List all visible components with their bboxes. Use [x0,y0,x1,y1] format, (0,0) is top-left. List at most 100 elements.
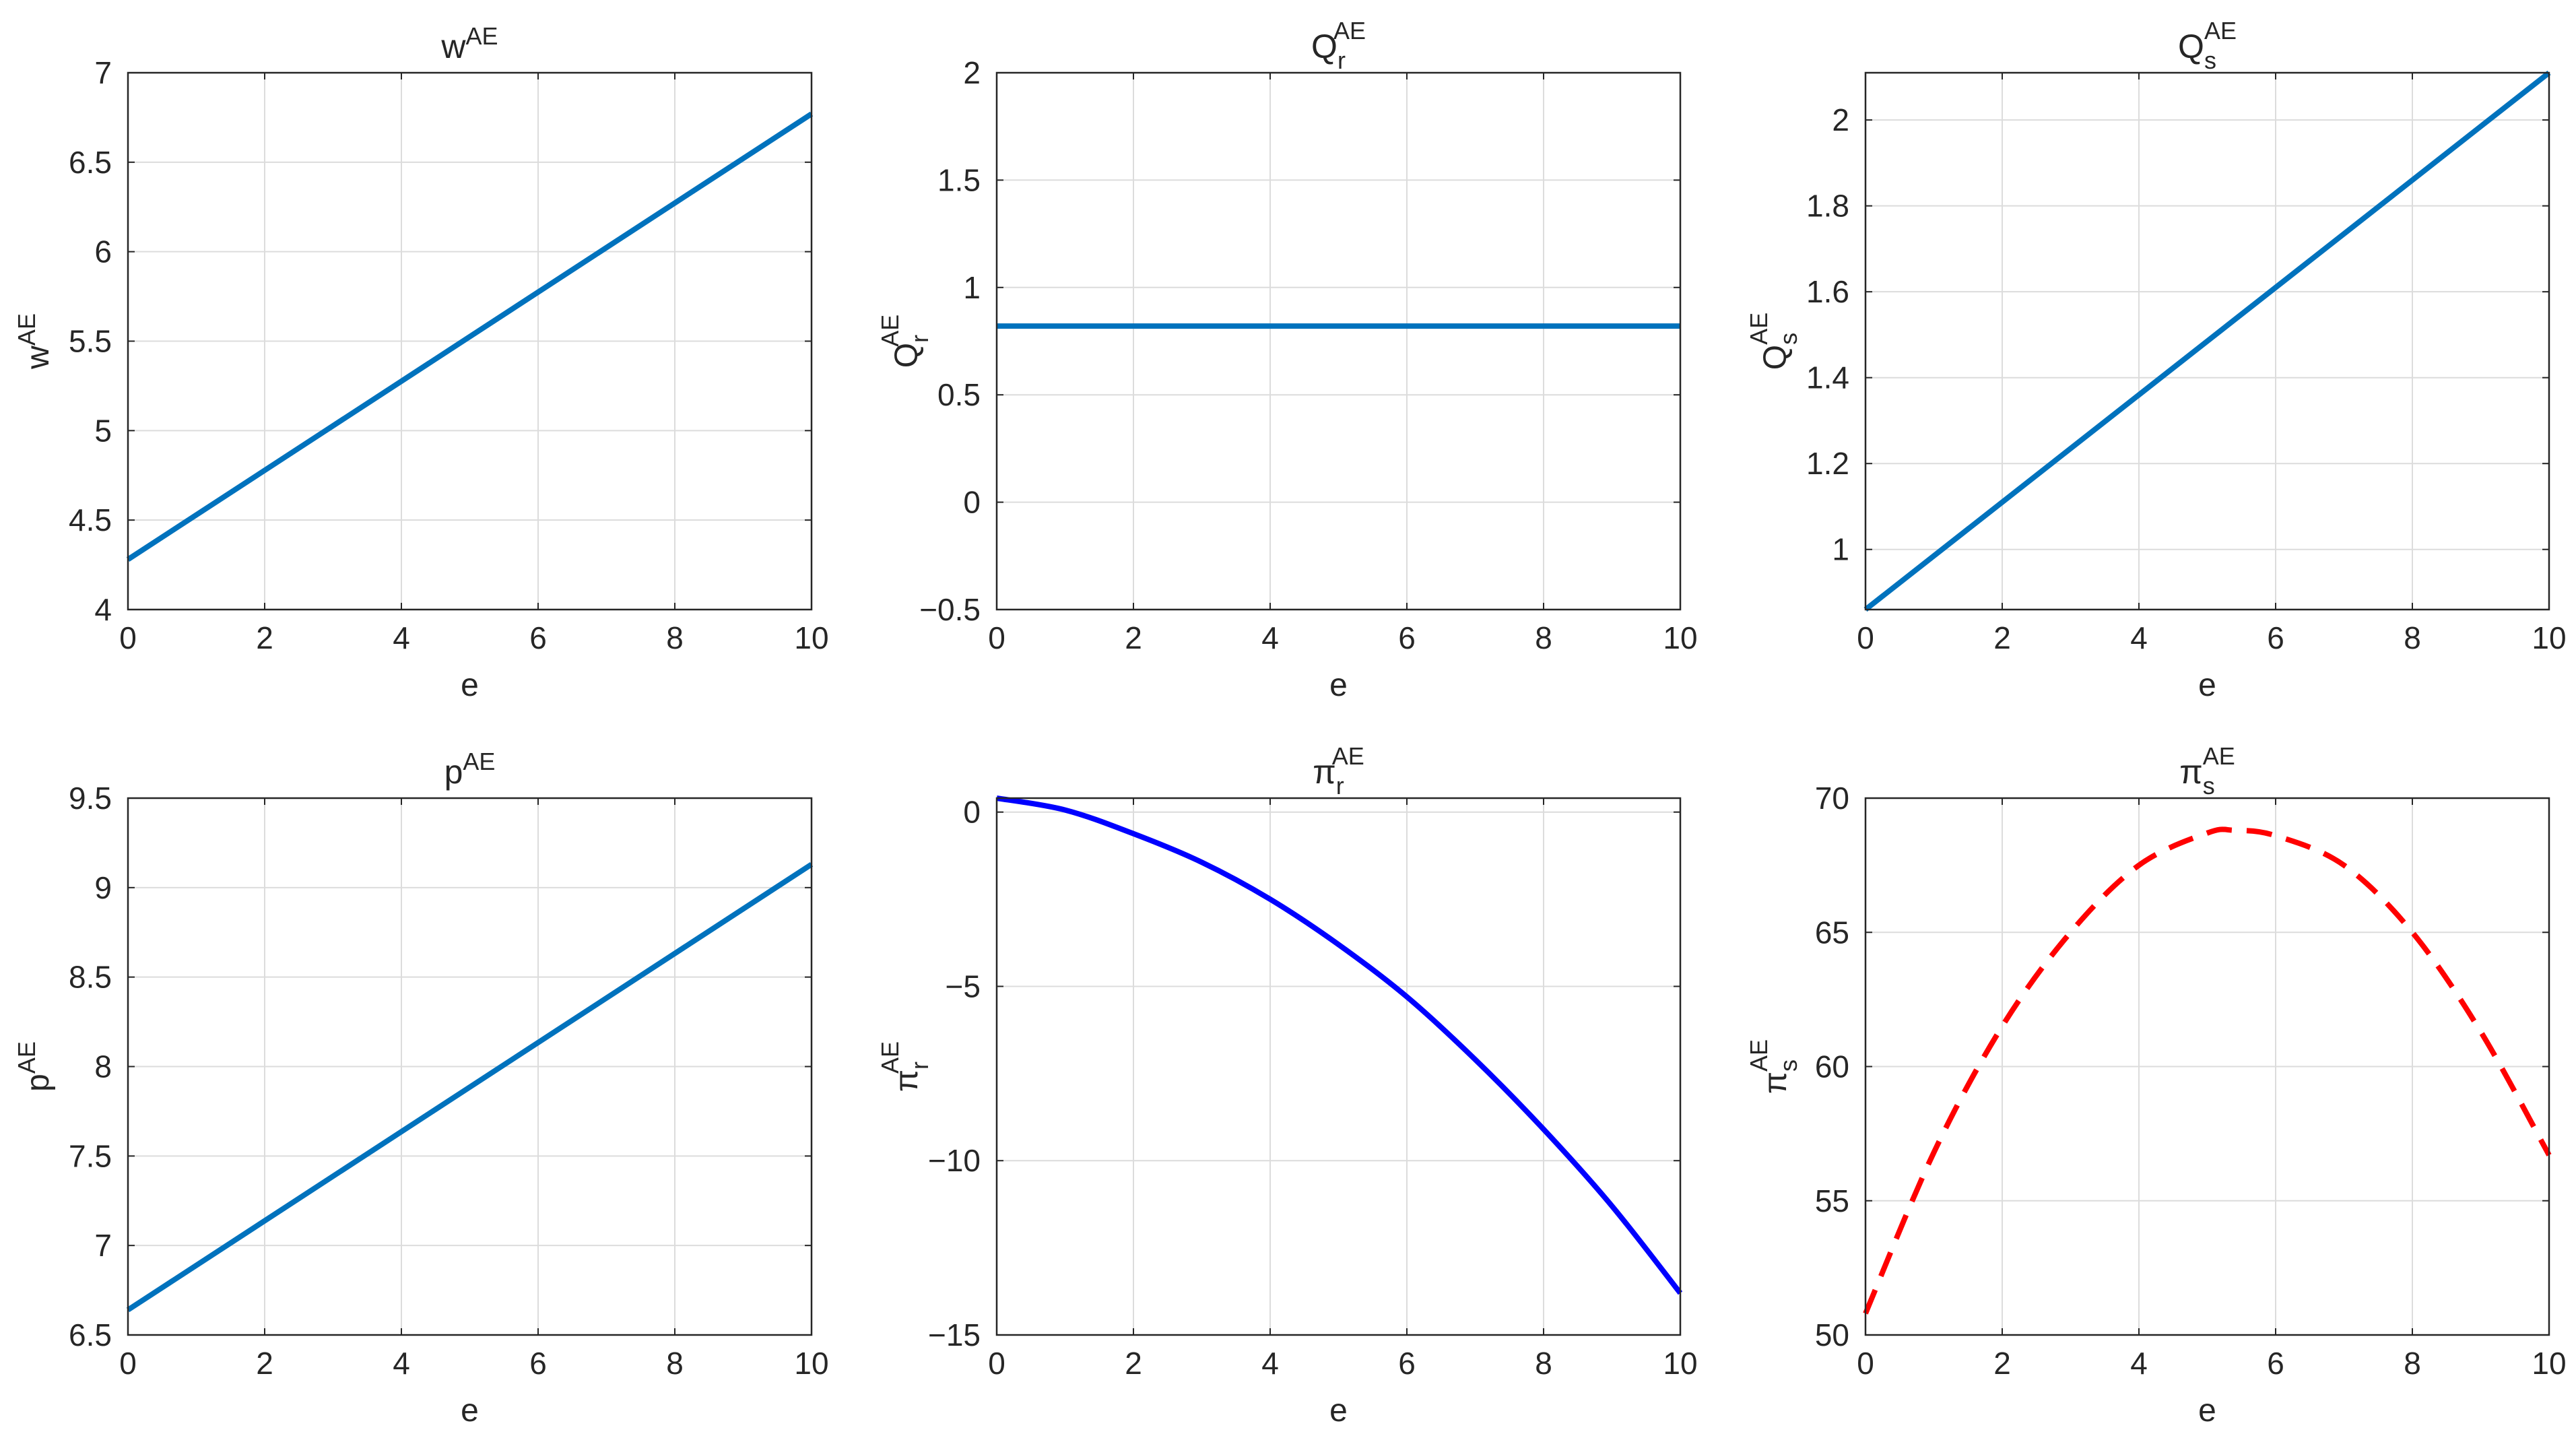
plot-title-text: QsAE [2178,17,2237,74]
plot-title-sup: AE [2203,742,2235,770]
x-axis-label: e [2198,1393,2216,1429]
series-line-1 [126,111,814,562]
x-tick-label: 2 [1125,1346,1142,1381]
x-axis-label: e [1329,667,1348,703]
y-axis-label: πsAE [1745,1039,1802,1094]
x-tick-label: 0 [119,1346,137,1381]
x-tick-label: 4 [2130,620,2148,655]
y-tick-label: 60 [1815,1049,1849,1084]
plot-title-base: Q [2178,28,2204,65]
plot-title: QsAE [2178,17,2237,74]
x-tick-label: 8 [1535,1346,1552,1381]
y-axis-label: wAE [13,313,56,370]
y-tick-label: 55 [1815,1183,1849,1218]
x-tick-label: 8 [2404,620,2421,655]
x-tick-label: 0 [1857,1346,1874,1381]
plot-title-sup: AE [1333,17,1366,44]
y-axis-label-sup: AE [1745,1039,1773,1072]
y-tick-label: 2 [963,55,981,90]
x-axis-label: e [461,667,479,703]
y-tick-label: 7 [94,1228,112,1263]
y-tick-label: 6.5 [69,1317,112,1352]
y-axis-label-sup: AE [1745,313,1773,345]
y-axis-label-sub: s [1775,333,1802,345]
y-tick-label: −0.5 [919,592,981,627]
x-tick-label: 10 [2532,620,2566,655]
x-tick-label: 4 [1261,620,1279,655]
plot-title: pAE [444,748,496,791]
y-tick-label: 1.5 [937,162,981,197]
series-line-1 [996,795,1683,1295]
plot-area [997,798,1680,1335]
plot-title-text: wAE [440,22,498,65]
y-tick-label: 7 [94,55,112,90]
plot-title-base: p [444,753,463,791]
axes-box [995,797,1682,1336]
x-axis-label: e [2198,667,2216,703]
y-axis-label: QrAE [876,315,933,368]
plot-title-sub: s [2204,46,2216,74]
y-tick-label: 9 [94,870,112,905]
x-tick-label: 8 [2404,1346,2421,1381]
series-line-1 [1863,70,2551,612]
x-tick-label: 6 [529,1346,547,1381]
y-tick-label: 4.5 [69,502,112,537]
x-tick-label: 4 [2130,1346,2148,1381]
y-axis-label: pAE [13,1041,56,1092]
plot-title-sub: s [2203,772,2215,799]
x-axis-label: e [461,1393,479,1429]
plot-title-base: w [440,28,466,65]
y-tick-label: 2 [1832,102,1849,137]
plot-title-base: π [2179,753,2203,791]
x-tick-label: 2 [1125,620,1142,655]
x-tick-label: 8 [666,620,684,655]
plot-title-base: π [1313,753,1336,791]
plot-area [997,73,1680,610]
plot-title-text: πsAE [2179,742,2235,799]
x-tick-label: 10 [1663,1346,1697,1381]
x-tick-label: 2 [1993,1346,2011,1381]
series-line-1 [126,861,814,1313]
y-axis-label-text: πrAE [876,1041,933,1092]
axes-box [995,71,1682,611]
y-axis-label-sup: AE [876,315,904,347]
y-axis-label: QsAE [1745,313,1802,370]
y-tick-label: 70 [1815,781,1849,816]
y-axis-label-base: π [1758,1072,1793,1094]
y-tick-label: 0 [963,485,981,520]
y-tick-label: 50 [1815,1317,1849,1352]
y-axis-label-base: Q [1758,345,1793,370]
x-tick-label: 0 [1857,620,1874,655]
y-axis-label-base: w [20,346,56,370]
x-tick-label: 6 [1398,620,1416,655]
y-tick-label: −15 [928,1317,981,1352]
y-axis-label-text: QrAE [876,315,933,368]
y-tick-label: 6.5 [69,145,112,180]
plot-title-text: QrAE [1311,17,1366,74]
x-tick-label: 0 [988,1346,1005,1381]
plot-title-sup: AE [1332,742,1364,770]
x-tick-label: 6 [2267,1346,2284,1381]
x-tick-label: 8 [666,1346,684,1381]
plot-title-text: πrAE [1313,742,1364,799]
plot-title: πsAE [2179,742,2235,799]
x-tick-label: 4 [1261,1346,1279,1381]
y-tick-label: 4 [94,592,112,627]
axes-box [1864,71,2550,611]
x-tick-label: 8 [1535,620,1552,655]
y-tick-label: 1.2 [1806,446,1849,481]
y-tick-label: 65 [1815,915,1849,950]
y-tick-label: 1 [963,270,981,305]
y-tick-label: 1 [1832,532,1849,567]
y-axis-label: πrAE [876,1041,933,1092]
y-axis-label-sup: AE [13,313,40,346]
y-tick-label: 8 [94,1049,112,1084]
y-axis-label-sup: AE [13,1041,40,1074]
y-tick-label: 1.8 [1806,189,1849,224]
y-tick-label: 9.5 [69,781,112,816]
